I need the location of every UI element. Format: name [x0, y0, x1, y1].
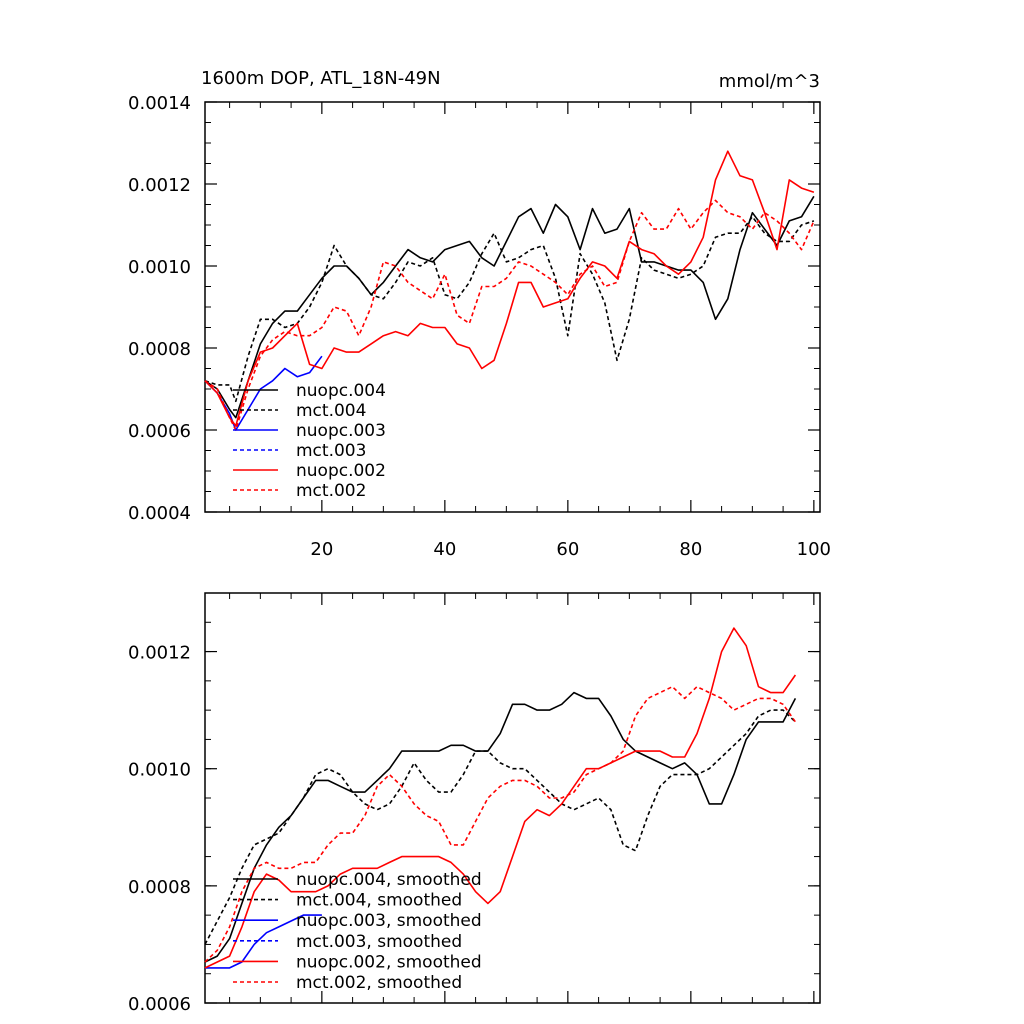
y-tick-label: 0.0008	[128, 339, 191, 360]
y-tick-label: 0.0014	[128, 93, 191, 114]
legend-label: mct.004, smoothed	[296, 891, 462, 911]
axis-ticks-bottom	[205, 592, 820, 1004]
legend-label: nuopc.002	[296, 461, 386, 481]
legend-label: mct.002	[296, 481, 366, 501]
legend-label: mct.004	[296, 401, 366, 421]
series-line-nuopc-002-smoothed	[204, 627, 797, 969]
legend-label: nuopc.002, smoothed	[296, 952, 482, 972]
legend-bottom: nuopc.004, smoothed mct.004, smoothed nu…	[233, 870, 482, 993]
legend-label: mct.003, smoothed	[296, 932, 462, 952]
legend-top: nuopc.004 mct.004 nuopc.003 mct.003 nuop…	[233, 381, 386, 501]
y-tick-label: 0.0008	[128, 877, 191, 898]
y-tick-label: 0.0010	[128, 257, 191, 278]
axis-ticks-top	[205, 101, 820, 513]
y-tick-label: 0.0012	[128, 643, 191, 664]
x-tick-label: 60	[556, 539, 579, 560]
y-tick-labels-bottom: 0.0006 0.0008 0.0010 0.0012	[128, 643, 191, 1015]
x-tick-label: 40	[433, 539, 456, 560]
legend-label: nuopc.004, smoothed	[296, 870, 482, 890]
y-tick-label: 0.0004	[128, 503, 191, 524]
top-panel: 1600m DOP, ATL_18N-49N mmol/m^3 0.0004 0…	[128, 68, 831, 560]
y-tick-label: 0.0010	[128, 760, 191, 781]
y-tick-labels-top: 0.0004 0.0006 0.0008 0.0010 0.0012 0.001…	[128, 93, 191, 524]
series-line-nuopc-003	[204, 355, 323, 431]
legend-label: mct.003	[296, 441, 366, 461]
series-line-mct-004	[204, 216, 815, 403]
series-line-nuopc-004-smoothed	[204, 691, 797, 963]
x-tick-label: 80	[679, 539, 702, 560]
y-tick-label: 0.0006	[128, 994, 191, 1015]
legend-label: nuopc.003, smoothed	[296, 911, 482, 931]
legend-label: nuopc.004	[296, 381, 386, 401]
series-lines-top	[204, 150, 815, 431]
y-tick-label: 0.0006	[128, 421, 191, 442]
x-tick-label: 20	[310, 539, 333, 560]
x-tick-label: 100	[797, 539, 831, 560]
series-line-mct-004-smoothed	[204, 709, 796, 945]
series-line-mct-002	[204, 199, 815, 431]
bottom-panel: 0.0006 0.0008 0.0010 0.0012 nuopc.004, s…	[128, 592, 821, 1015]
series-line-nuopc-003-smoothed	[205, 914, 322, 969]
units-label: mmol/m^3	[719, 71, 820, 92]
legend-label: mct.002, smoothed	[296, 973, 462, 993]
series-line-nuopc-002	[204, 150, 815, 427]
series-line-mct-002-smoothed	[204, 685, 797, 963]
series-lines-bottom	[204, 627, 797, 969]
legend-label: nuopc.003	[296, 421, 386, 441]
x-tick-labels-top: 20 40 60 80 100	[310, 539, 831, 560]
chart-title: 1600m DOP, ATL_18N-49N	[201, 68, 441, 89]
series-line-nuopc-004	[204, 195, 815, 419]
y-tick-label: 0.0012	[128, 175, 191, 196]
